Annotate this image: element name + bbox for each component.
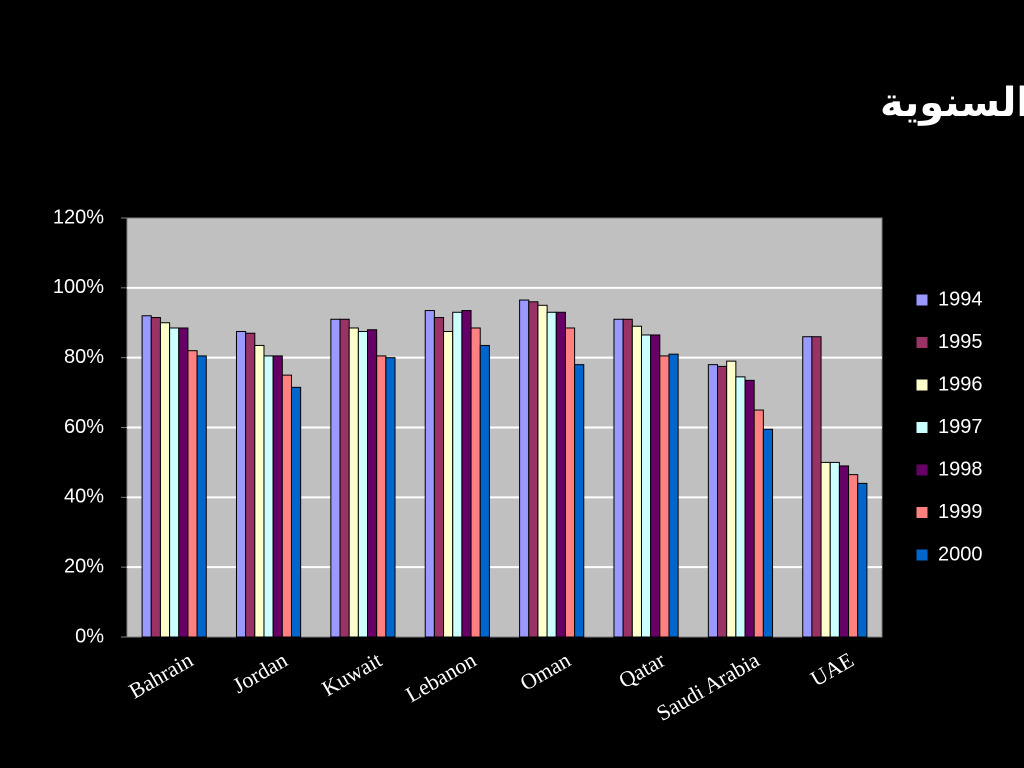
bar [330, 318, 341, 638]
bar [528, 301, 539, 638]
bar [650, 334, 661, 638]
y-tick-label: 60% [64, 416, 104, 438]
legend-swatch [915, 336, 929, 349]
bar [811, 336, 822, 638]
bar [744, 379, 755, 638]
legend-label: 1994 [938, 288, 983, 310]
bar [717, 365, 728, 638]
bar [452, 311, 463, 638]
bar [141, 315, 152, 638]
bar [707, 364, 719, 638]
bar [443, 330, 454, 638]
y-tick-label: 100% [53, 276, 104, 298]
bar [519, 299, 530, 638]
legend-swatch [915, 293, 929, 307]
legend-swatch [915, 378, 929, 392]
bar [385, 357, 396, 638]
bar [640, 334, 652, 638]
y-tick-label: 120% [53, 206, 104, 228]
bar [613, 318, 624, 638]
bar [631, 325, 642, 638]
legend-swatch [915, 463, 929, 477]
bar [150, 317, 161, 638]
bar [555, 311, 566, 638]
bar [178, 327, 189, 638]
bar [546, 311, 557, 638]
bar [348, 327, 359, 638]
y-tick-label: 40% [64, 486, 104, 508]
bar [367, 329, 378, 638]
bar [272, 355, 283, 638]
bar [857, 482, 868, 638]
legend-swatch [915, 506, 929, 519]
y-tick-label: 0% [75, 625, 104, 647]
legend-label: 1998 [938, 458, 983, 480]
legend-swatch [915, 548, 929, 562]
bar [622, 318, 633, 638]
bar [735, 376, 746, 638]
bar [802, 336, 813, 638]
bar [290, 386, 302, 638]
legend-label: 2000 [938, 543, 983, 565]
bar [470, 327, 481, 638]
bar [196, 355, 207, 638]
bar [848, 474, 859, 638]
bar [659, 355, 670, 638]
bar [187, 350, 198, 638]
bar [753, 409, 764, 638]
y-tick-label: 20% [64, 555, 104, 577]
bar [245, 332, 256, 638]
bar [339, 318, 350, 638]
bar [829, 461, 840, 638]
bar [169, 327, 180, 638]
legend-label: 1995 [938, 331, 983, 353]
legend-swatch [915, 421, 929, 434]
y-tick-label: 80% [64, 346, 104, 368]
legend-label: 1996 [938, 373, 983, 395]
bar [537, 304, 548, 638]
bar [424, 310, 435, 638]
bar [433, 317, 445, 638]
legend-label: 1997 [938, 416, 983, 438]
bar [461, 310, 472, 638]
bar [574, 364, 585, 638]
bar [235, 330, 247, 638]
bar [838, 465, 850, 638]
bar [159, 322, 171, 638]
chart-title: نسب قرصنة العالم العربي السنوية [880, 80, 1024, 126]
bar [668, 353, 679, 638]
bar [254, 344, 265, 638]
legend-label: 1999 [938, 501, 983, 523]
bar [820, 461, 831, 638]
bar [376, 355, 387, 638]
bar [564, 327, 576, 638]
bar [263, 355, 274, 638]
bar [726, 360, 737, 638]
bar [479, 344, 490, 638]
bar [762, 428, 774, 638]
bar [357, 330, 369, 638]
bar [281, 374, 292, 638]
